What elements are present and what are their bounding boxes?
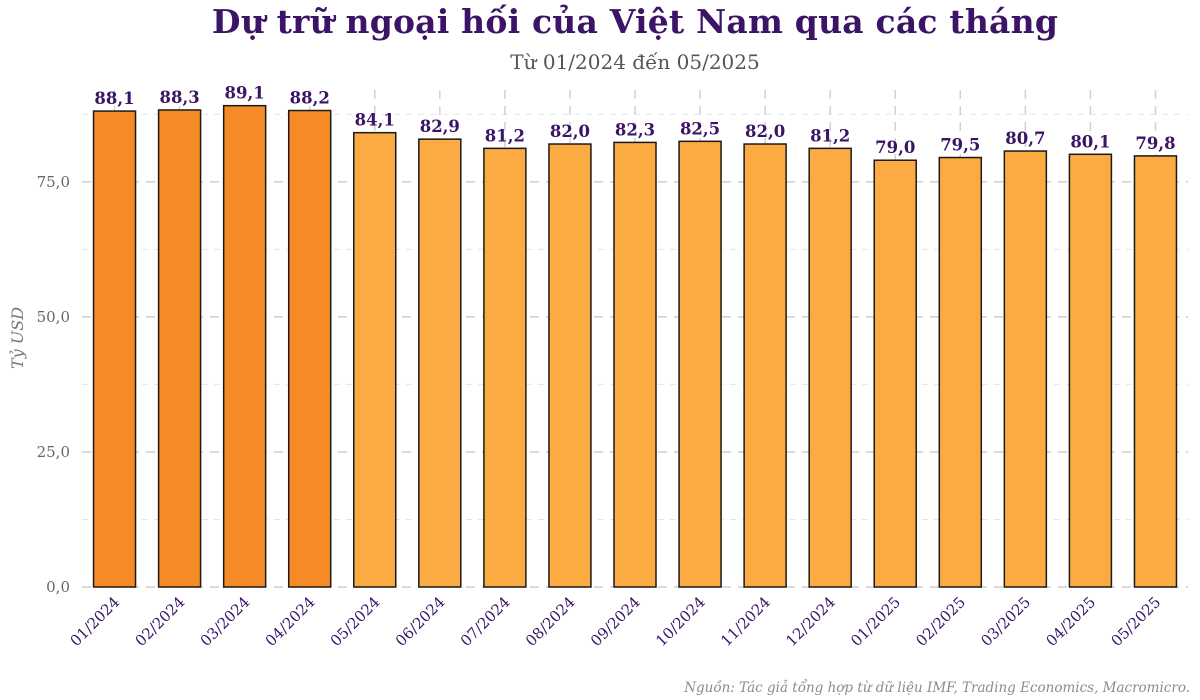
data-label: 80,7 (1005, 129, 1045, 148)
x-tick-label: 04/2025 (1042, 593, 1099, 650)
x-tick-label: 07/2024 (457, 593, 514, 650)
x-tick-label: 03/2025 (977, 593, 1034, 650)
source-note: Nguồn: Tác giả tổng hợp từ dữ liệu IMF, … (684, 680, 1190, 696)
bar (808, 147, 852, 588)
y-tick-label: 75,0 (37, 173, 70, 191)
data-label: 82,3 (615, 120, 655, 139)
bar (353, 131, 397, 588)
bar (743, 143, 787, 588)
bar (678, 140, 722, 588)
y-tick-label: 0,0 (46, 578, 70, 596)
x-tick-label: 05/2024 (327, 593, 384, 650)
x-tick-label: 09/2024 (587, 593, 644, 650)
data-label: 80,1 (1070, 132, 1110, 151)
axes: 0,025,050,075,001/2024 02/2024 03/2024 04/2… (37, 173, 1165, 650)
bar (92, 110, 137, 588)
bar (613, 141, 657, 588)
data-label: 82,0 (745, 122, 785, 141)
bar (873, 159, 917, 588)
data-label: 84,1 (355, 111, 395, 130)
bar (1133, 155, 1178, 588)
x-tick-label: 11/2024 (717, 593, 774, 650)
bar (1003, 150, 1048, 588)
data-label: 82,5 (680, 119, 720, 138)
x-tick-label: 10/2024 (652, 593, 709, 650)
bar (157, 109, 202, 588)
data-label: 81,2 (485, 126, 525, 145)
bar (287, 109, 332, 588)
x-tick-label: 06/2024 (392, 593, 449, 650)
data-label: 79,0 (875, 138, 915, 157)
x-tick-label: 04/2024 (262, 593, 319, 650)
data-label: 89,1 (225, 84, 265, 103)
data-label: 88,2 (290, 89, 330, 108)
data-label: 88,1 (94, 89, 134, 108)
x-tick-label: 03/2024 (197, 593, 254, 650)
x-tick-label: 05/2025 (1107, 593, 1164, 650)
chart-subtitle: Từ 01/2024 đến 05/2025 (510, 50, 760, 74)
data-label: 81,2 (810, 126, 850, 145)
data-label: 82,0 (550, 122, 590, 141)
bar (938, 156, 983, 588)
bars: 88,1 88,3 89,1 88,2 84,1 82,9 81,2 82,0 82,3 82,5… (92, 84, 1178, 588)
x-tick-label: 08/2024 (522, 593, 579, 650)
x-tick-label: 02/2024 (132, 593, 189, 650)
data-label: 82,9 (420, 117, 460, 136)
x-tick-label: 02/2025 (912, 593, 969, 650)
bar (483, 147, 527, 588)
bar (222, 104, 267, 588)
data-label: 79,8 (1135, 134, 1175, 153)
y-axis-label: Tỷ USD (8, 307, 27, 369)
chart-title: Dự trữ ngoại hối của Việt Nam qua các th… (211, 2, 1059, 41)
bar (1068, 153, 1113, 588)
bar (418, 138, 462, 588)
bar (548, 143, 592, 588)
y-tick-label: 50,0 (37, 308, 70, 326)
x-tick-label: 12/2024 (782, 593, 839, 650)
x-tick-label: 01/2024 (67, 593, 124, 650)
x-tick-label: 01/2025 (847, 593, 904, 650)
data-label: 88,3 (159, 88, 199, 107)
y-tick-label: 25,0 (37, 443, 70, 461)
data-label: 79,5 (940, 136, 980, 155)
